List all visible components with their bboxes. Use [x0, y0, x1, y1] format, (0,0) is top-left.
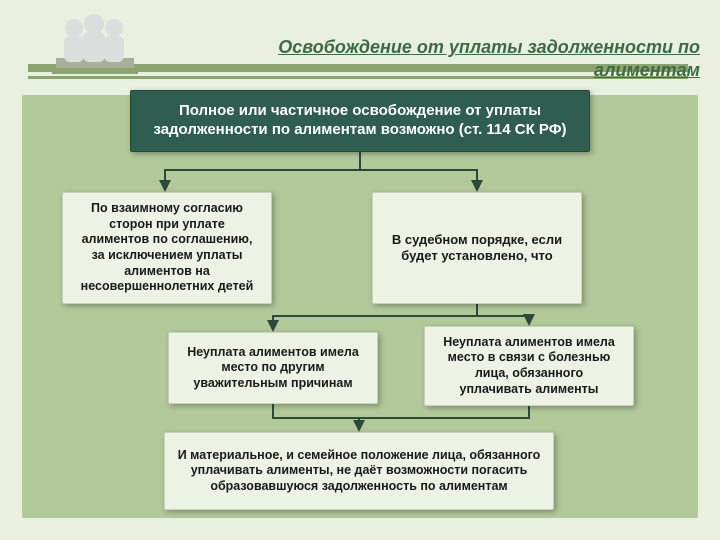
node-result: И материальное, и семейное положение лиц… — [164, 432, 554, 510]
node-court: В судебном порядке, если будет установле… — [372, 192, 582, 304]
node-court-text: В судебном порядке, если будет установле… — [385, 232, 569, 265]
node-other-text: Неуплата алиментов имела место по другим… — [181, 345, 365, 392]
logo-icon — [50, 10, 140, 80]
node-root-text: Полное или частичное освобождение от упл… — [143, 102, 577, 140]
node-agreement: По взаимному согласию сторон при уплате … — [62, 192, 272, 304]
page-title: Освобождение от уплаты задолженности по … — [210, 36, 700, 83]
node-result-text: И материальное, и семейное положение лиц… — [177, 448, 541, 495]
node-agreement-text: По взаимному согласию сторон при уплате … — [75, 201, 259, 295]
node-illness: Неуплата алиментов имела место в связи с… — [424, 326, 634, 406]
node-illness-text: Неуплата алиментов имела место в связи с… — [437, 335, 621, 398]
node-root: Полное или частичное освобождение от упл… — [130, 90, 590, 152]
node-other-reasons: Неуплата алиментов имела место по другим… — [168, 332, 378, 404]
